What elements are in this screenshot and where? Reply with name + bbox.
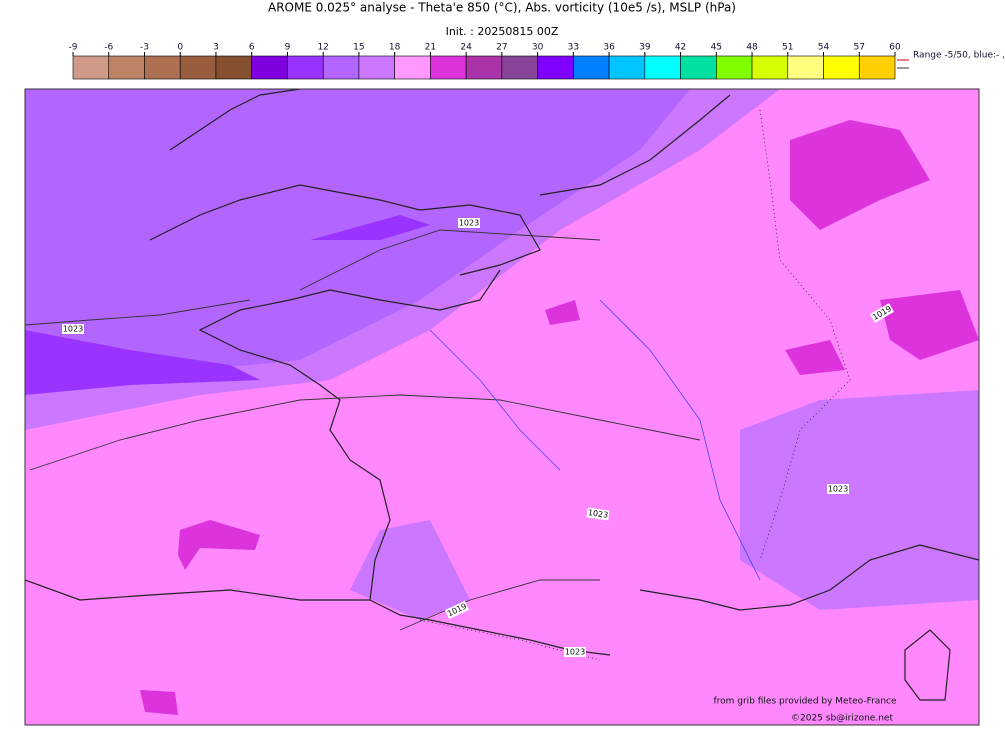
colorbar-swatch	[751, 55, 789, 80]
isobar-label-box	[869, 303, 895, 323]
colorbar-swatch	[501, 55, 538, 80]
colorbar-swatch	[251, 55, 288, 80]
colorbar-swatch	[72, 55, 110, 80]
field-zone	[545, 300, 580, 325]
colorbar-swatch	[644, 55, 681, 80]
colorbar-swatch	[394, 55, 431, 80]
credit-source: from grib files provided by Meteo-France	[713, 697, 896, 707]
isobar	[399, 579, 600, 631]
coastline	[539, 94, 731, 196]
colorbar-tick-label: 54	[818, 43, 830, 53]
colorbar-swatch	[215, 55, 252, 80]
colorbar-tick-label: 12	[317, 43, 328, 53]
init-time: Init. : 20250815 00Z	[446, 25, 559, 38]
colorbar-tick-label: 33	[568, 43, 579, 53]
credit-copyright: ©2025 sb@irizone.net	[791, 714, 893, 724]
colorbar-tick-label: 24	[460, 43, 472, 53]
colorbar-tick-label: 27	[496, 43, 507, 53]
field-zone	[785, 340, 845, 375]
isobar-label-box	[458, 218, 480, 228]
colorbar-swatch	[358, 55, 395, 80]
colorbar-swatch	[465, 55, 503, 80]
isobar	[25, 229, 601, 326]
isobar-label-text: 1023	[459, 219, 479, 228]
colorbar-swatch	[858, 55, 896, 80]
colorbar-swatch	[179, 55, 217, 80]
colorbar-tick-label: 42	[675, 43, 686, 53]
isobar-label-box	[586, 507, 610, 521]
colorbar-swatch	[716, 55, 753, 80]
colorbar-tick-label: 57	[854, 43, 865, 53]
colorbar-tick-label: 39	[639, 43, 651, 53]
colorbar-tick-label: 3	[213, 43, 219, 53]
colorbar-tick-label: 18	[389, 43, 401, 53]
colorbar-tick-label: 36	[603, 43, 615, 53]
coastline	[639, 544, 979, 611]
river	[429, 299, 761, 581]
field-zone	[140, 690, 178, 715]
colorbar: -9 -6 -3 0 3 6 9 12 15 18 21 24 27 30 33 36 39 42 45 48 51 54…	[69, 43, 901, 80]
coastline	[198, 269, 501, 621]
colorbar-tick-label: 9	[285, 43, 291, 53]
field-zone	[25, 330, 260, 395]
isobar-label: 1023	[564, 647, 586, 657]
isobar-label-text: 1023	[63, 325, 83, 334]
colorbar-swatch	[608, 55, 646, 80]
colorbar-tick-label: 30	[532, 43, 544, 53]
colorbar-swatch	[573, 55, 610, 80]
colorbar-tick-label: 45	[711, 43, 722, 53]
map	[24, 88, 980, 726]
map-frame	[24, 88, 980, 726]
isobar-label-box	[827, 484, 849, 494]
colorbar-tick-label: -3	[140, 43, 149, 53]
field-zone	[880, 290, 979, 360]
isobar-label-box	[444, 600, 470, 620]
colorbar-swatch	[144, 55, 181, 80]
colorbar-tick-label: -6	[104, 43, 113, 53]
field-zone	[740, 390, 979, 610]
colorbar-swatch	[322, 55, 360, 80]
colorbar-tick-label: 60	[889, 43, 901, 53]
isobar-label: 1023	[62, 324, 84, 334]
field-zone	[178, 520, 260, 570]
colorbar-tick-label: 51	[782, 43, 793, 53]
isobar-label-text: 1023	[565, 648, 585, 657]
isobar-label: 1023	[586, 507, 610, 521]
colorbar-tick-label: 6	[249, 43, 255, 53]
colorbar-tick-label: 48	[746, 43, 758, 53]
colorbar-swatch	[680, 55, 717, 80]
colorbar-tick-label: -9	[69, 43, 78, 53]
colorbar-swatch	[537, 55, 574, 80]
field-zone	[790, 120, 930, 230]
colorbar-swatch	[787, 55, 824, 80]
colorbar-swatch	[430, 55, 467, 80]
field-zone	[310, 215, 430, 240]
colorbar-tick-label: 21	[425, 43, 436, 53]
colorbar-swatch	[823, 55, 860, 80]
range-note: Range -5/50, blue:- , r	[913, 51, 1005, 61]
coastline	[904, 629, 951, 701]
colorbar-tick-label: 15	[353, 43, 364, 53]
isobar	[29, 394, 701, 471]
title: AROME 0.025° analyse - Theta'e 850 (°C),…	[268, 1, 736, 15]
colorbar-tick-label: 0	[177, 43, 183, 53]
isobar-label: 1023	[458, 218, 480, 228]
coastline	[169, 89, 301, 151]
isobar-label-box	[62, 324, 84, 334]
colorbar-swatch	[108, 55, 145, 80]
coastline	[149, 184, 541, 276]
isobar-label: 1023	[827, 484, 849, 494]
isobar-label-text: 1023	[587, 508, 608, 520]
isobar-label-box	[564, 647, 586, 657]
isobar-label-text: 1023	[828, 485, 848, 494]
colorbar-swatch	[287, 55, 324, 80]
